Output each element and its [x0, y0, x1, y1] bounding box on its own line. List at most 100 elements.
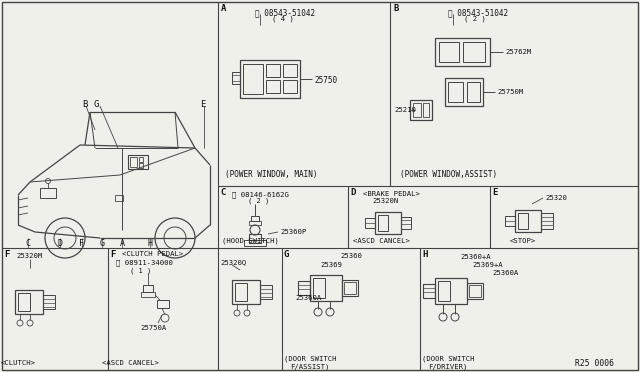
Bar: [251, 216, 259, 221]
Bar: [43, 295, 55, 309]
Text: B: B: [82, 100, 88, 109]
Bar: [505, 216, 515, 226]
Text: ( 4 ): ( 4 ): [272, 16, 294, 22]
Text: (DOOR SWITCH: (DOOR SWITCH: [284, 356, 337, 362]
Bar: [18, 293, 30, 311]
Text: F: F: [4, 250, 10, 259]
Bar: [467, 283, 483, 299]
Bar: [375, 212, 401, 234]
Bar: [143, 285, 153, 292]
Bar: [141, 292, 155, 297]
Text: E: E: [200, 100, 205, 109]
Bar: [249, 234, 261, 243]
Text: 25360: 25360: [340, 253, 362, 259]
Text: ( 2 ): ( 2 ): [464, 16, 486, 22]
Text: C: C: [26, 239, 31, 248]
Text: ( 2 ): ( 2 ): [248, 198, 269, 205]
Bar: [139, 157, 143, 162]
Text: F/ASSIST): F/ASSIST): [290, 363, 330, 370]
Text: 25750A: 25750A: [140, 325, 166, 331]
Text: <BRAKE PEDAL>: <BRAKE PEDAL>: [363, 191, 420, 197]
Text: B: B: [393, 4, 398, 13]
Text: D: D: [350, 188, 355, 197]
Bar: [232, 72, 240, 84]
Text: Ⓢ 08146-6162G: Ⓢ 08146-6162G: [232, 191, 289, 198]
Bar: [435, 38, 490, 66]
Bar: [298, 281, 310, 295]
Text: D: D: [58, 239, 63, 248]
Text: Ⓢ 08543-51042: Ⓢ 08543-51042: [448, 8, 508, 17]
Text: <CLUTCH PEDAL>: <CLUTCH PEDAL>: [122, 251, 183, 257]
Text: G: G: [94, 100, 99, 109]
Text: 25762M: 25762M: [505, 49, 531, 55]
Text: F/DRIVER): F/DRIVER): [428, 363, 467, 370]
Text: 25369: 25369: [320, 262, 342, 268]
Text: 25360P: 25360P: [280, 229, 307, 235]
Text: 25320M: 25320M: [16, 253, 42, 259]
Text: E: E: [492, 188, 497, 197]
Bar: [439, 42, 459, 62]
Bar: [249, 221, 261, 225]
Bar: [240, 60, 300, 98]
Bar: [467, 82, 480, 102]
Bar: [378, 215, 388, 231]
Bar: [423, 284, 435, 298]
Text: (HOOD SWITCH): (HOOD SWITCH): [222, 237, 279, 244]
Text: F: F: [79, 239, 84, 248]
Text: H: H: [422, 250, 428, 259]
Bar: [445, 78, 483, 106]
Text: 25360A: 25360A: [295, 295, 321, 301]
Bar: [266, 80, 280, 93]
Bar: [266, 64, 280, 77]
Text: 25750M: 25750M: [497, 89, 524, 95]
Bar: [283, 80, 297, 93]
Bar: [243, 64, 263, 94]
Bar: [423, 103, 429, 117]
Bar: [344, 282, 356, 294]
Text: (POWER WINDOW,ASSIST): (POWER WINDOW,ASSIST): [400, 170, 497, 179]
Bar: [115, 195, 123, 201]
Text: <STOP>: <STOP>: [510, 238, 536, 244]
Bar: [515, 210, 541, 232]
Bar: [232, 280, 260, 304]
Bar: [518, 213, 528, 229]
Text: (POWER WINDOW, MAIN): (POWER WINDOW, MAIN): [225, 170, 317, 179]
Bar: [235, 283, 247, 301]
Bar: [410, 100, 432, 120]
Text: 25750: 25750: [314, 76, 337, 85]
Bar: [448, 82, 463, 102]
Text: <CLUTCH>: <CLUTCH>: [1, 360, 35, 366]
Text: 25369+A: 25369+A: [472, 262, 502, 268]
Text: A: A: [120, 239, 125, 248]
Bar: [260, 285, 272, 299]
Text: (DOOR SWITCH: (DOOR SWITCH: [422, 356, 474, 362]
Text: <ASCD CANCEL>: <ASCD CANCEL>: [102, 360, 159, 366]
Bar: [541, 213, 553, 229]
Text: H: H: [147, 239, 152, 248]
Text: F: F: [110, 250, 115, 259]
Text: 25360A: 25360A: [492, 270, 518, 276]
Text: G: G: [284, 250, 289, 259]
Bar: [130, 157, 137, 167]
Text: ⓝ 08911-34000: ⓝ 08911-34000: [116, 259, 173, 266]
Bar: [15, 290, 43, 314]
Bar: [310, 275, 342, 301]
Bar: [469, 285, 481, 297]
Bar: [413, 103, 421, 117]
Text: R25 0006: R25 0006: [575, 359, 614, 368]
Text: <ASCD CANCEL>: <ASCD CANCEL>: [353, 238, 410, 244]
Text: A: A: [221, 4, 227, 13]
Text: 25320: 25320: [545, 195, 567, 201]
Bar: [365, 218, 375, 228]
Bar: [401, 217, 411, 229]
Text: 25210: 25210: [394, 107, 416, 113]
Bar: [463, 42, 485, 62]
Bar: [244, 240, 266, 246]
Bar: [435, 278, 467, 304]
Bar: [157, 300, 169, 308]
Bar: [139, 163, 143, 168]
Text: 25320N: 25320N: [372, 198, 398, 204]
Text: 25360+A: 25360+A: [460, 254, 491, 260]
Bar: [283, 64, 297, 77]
Text: 25320Q: 25320Q: [220, 259, 246, 265]
